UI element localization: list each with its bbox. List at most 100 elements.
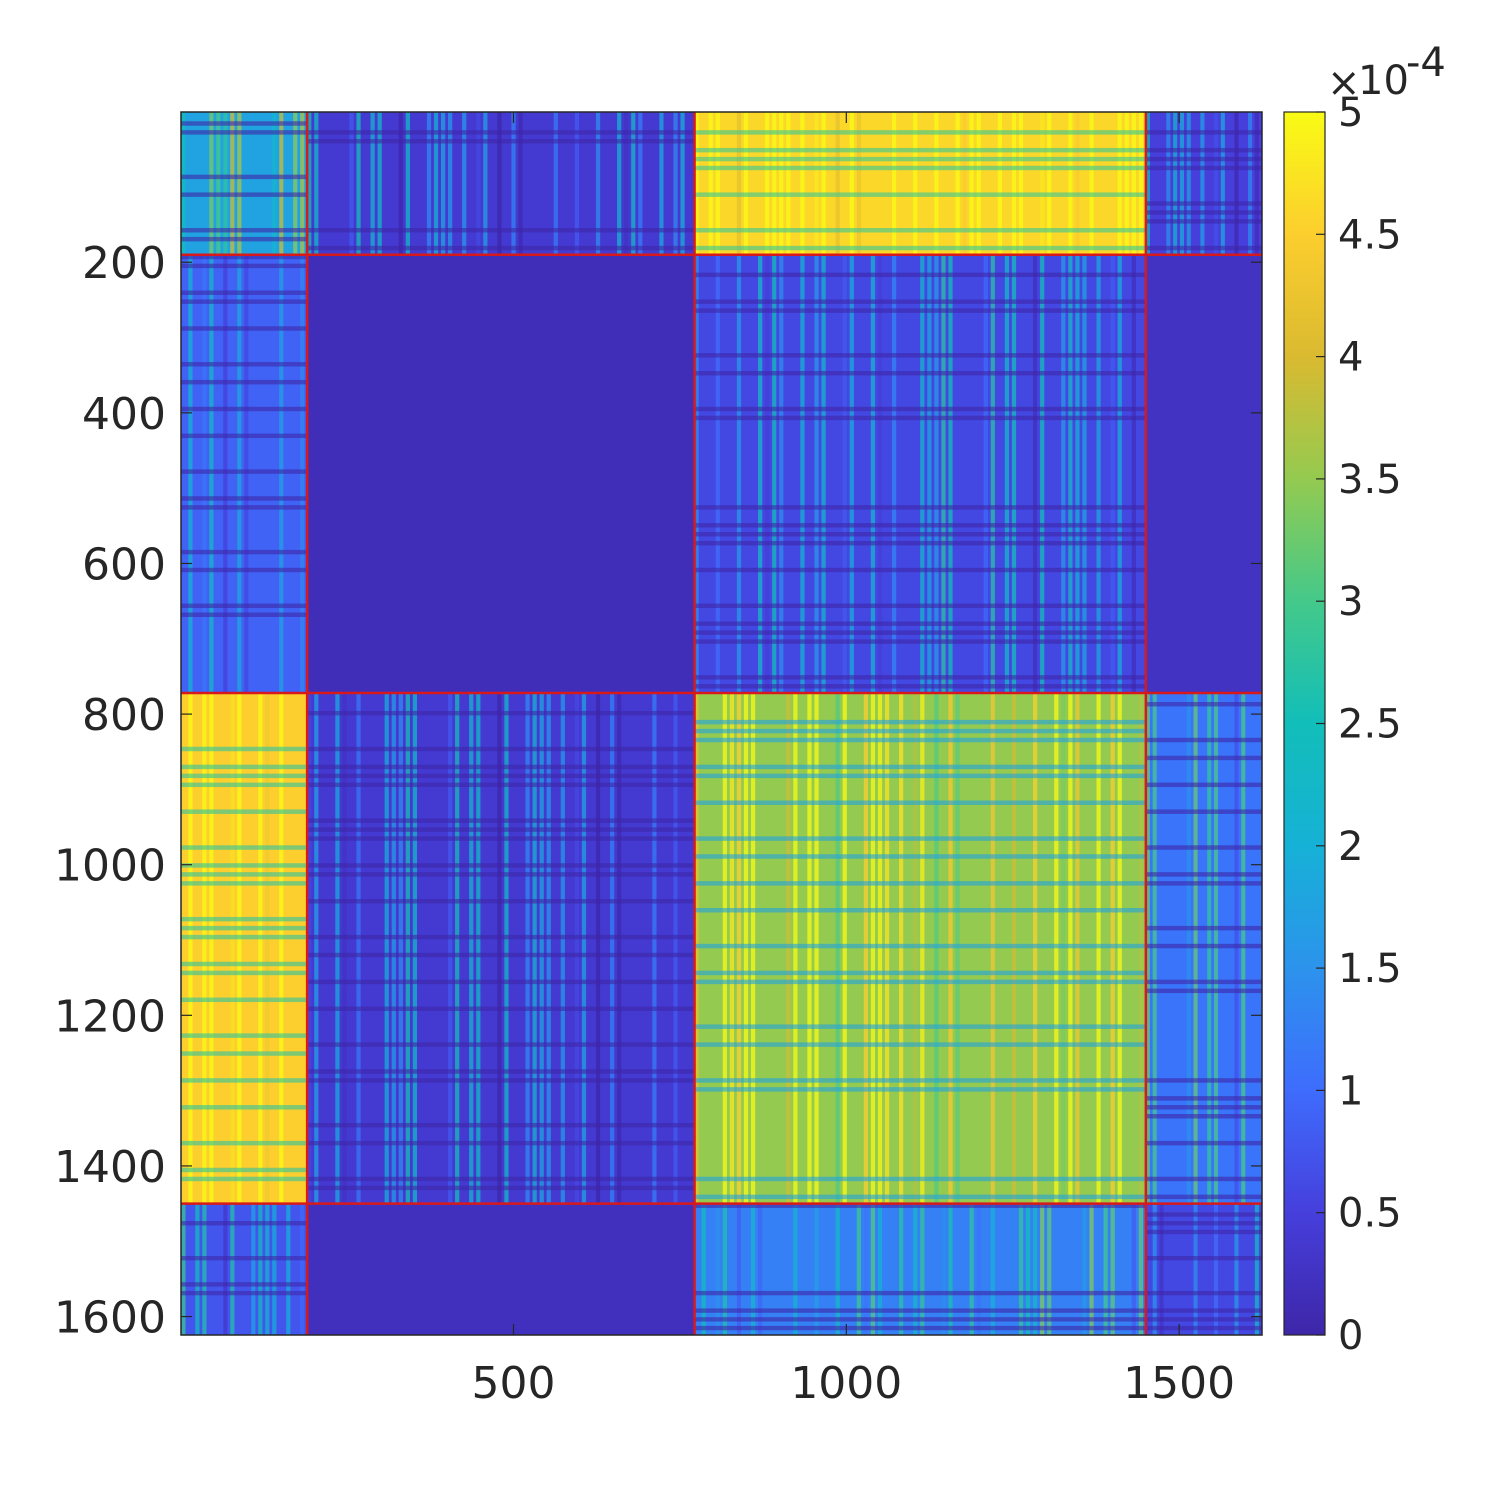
heatmap-stripe [694, 1325, 1146, 1331]
heatmap-stripe [617, 112, 622, 255]
heatmap-stripe [181, 299, 308, 304]
heatmap-stripe [1103, 1203, 1108, 1335]
heatmap-stripe [307, 228, 695, 233]
heatmap-stripe [814, 693, 819, 1204]
colorbar-tick-label: 0.5 [1338, 1191, 1402, 1237]
heatmap-stripe [1004, 254, 1010, 694]
heatmap-stripe [181, 1105, 308, 1110]
heatmap-stripe [181, 1176, 308, 1182]
heatmap-stripe [835, 112, 840, 255]
heatmap-stripe [694, 1087, 1146, 1092]
heatmap-stripe [1025, 1203, 1031, 1335]
heatmap-stripe [181, 469, 308, 474]
heatmap-stripe [807, 693, 812, 1204]
heatmap-stripe [181, 549, 308, 555]
heatmap-stripe [1061, 693, 1066, 1204]
heatmap-stripe [793, 1203, 798, 1335]
heatmap-stripe [1152, 1203, 1157, 1335]
heatmap-stripe [412, 693, 418, 1204]
heatmap-stripe [694, 773, 1146, 779]
heatmap-stripe [209, 693, 214, 1204]
heatmap-stripe [694, 254, 699, 694]
heatmap-stripe [849, 254, 854, 694]
heatmap-stripe [1145, 1229, 1262, 1235]
heatmap-stripe [181, 1282, 308, 1287]
heatmap-stripe [1047, 112, 1052, 255]
heatmap-stripe [743, 112, 749, 255]
heatmap-stripe [1138, 112, 1144, 255]
heatmap-stripe [1040, 254, 1045, 694]
heatmap-stripe [870, 254, 876, 694]
heatmap-stripe [181, 773, 308, 779]
heatmap-stripe [307, 863, 695, 868]
heatmap-stripe [990, 693, 995, 1204]
heatmap-stripe [694, 603, 1146, 609]
heatmap-stripe [462, 112, 467, 255]
heatmap-stripe [181, 916, 308, 922]
heatmap-stripe [307, 934, 695, 940]
heatmap-stripe [877, 1203, 883, 1335]
heatmap-stripe [1124, 112, 1129, 255]
heatmap-stripe [307, 746, 695, 752]
heatmap-stripe [181, 1033, 308, 1038]
heatmap-stripe [1145, 943, 1262, 949]
heatmap-stripe [976, 112, 981, 255]
heatmap-stripe [1011, 693, 1017, 1204]
colorbar-tick-label: 4 [1338, 335, 1363, 381]
heatmap-stripe [870, 693, 876, 1204]
heatmap-stripe [948, 693, 953, 1204]
heatmap-stripe [553, 112, 558, 255]
heatmap-stripe [1075, 693, 1080, 1204]
heatmap-stripe [181, 254, 308, 260]
heatmap-stripe [1089, 1203, 1094, 1335]
y-tick-label: 200 [82, 238, 166, 289]
heatmap-stripe [694, 406, 1146, 412]
heatmap-stripe [884, 693, 890, 1204]
heatmap-stripe [251, 1203, 256, 1335]
heatmap-stripe [307, 693, 312, 1204]
heatmap-stripe [181, 603, 308, 609]
heatmap-stripe [835, 1203, 840, 1335]
colorbar: 0 0.5 1 1.5 2 2.5 3 3.5 4 4.5 5 × 10 -4 [1283, 40, 1446, 1359]
heatmap-stripe [258, 1203, 263, 1335]
heatmap-stripe [1011, 254, 1017, 694]
heatmap-stripe [265, 1203, 270, 1335]
heatmap-stripe [694, 1078, 1146, 1083]
heatmap-stripe [181, 1078, 308, 1083]
heatmap-stripe [511, 112, 516, 255]
heatmap-stripe [1040, 1203, 1045, 1335]
heatmap-stripe [814, 254, 819, 694]
heatmap-stripe [750, 1203, 756, 1335]
colorbar-tick-label: 2 [1338, 824, 1363, 870]
heatmap-stripe [1213, 1203, 1219, 1335]
y-tick-label: 600 [82, 539, 166, 590]
heatmap-stripe [181, 567, 308, 573]
heatmap-stripe [384, 693, 389, 1204]
heatmap-stripe [1054, 693, 1059, 1204]
heatmap-stripe [532, 693, 537, 1204]
heatmap-stripe [181, 925, 308, 931]
heatmap-block [181, 693, 308, 1204]
heatmap-stripe [701, 1203, 706, 1335]
x-tick-label: 1500 [1123, 1358, 1235, 1409]
heatmap-stripe [1200, 112, 1205, 255]
heatmap-stripe [405, 693, 410, 1204]
heatmap-stripe [307, 827, 695, 832]
heatmap-stripe [1145, 1114, 1262, 1119]
heatmap-stripe [694, 719, 1146, 725]
heatmap-stripe [1248, 112, 1253, 255]
heatmap-stripe [1018, 112, 1024, 255]
heatmap-stripe [694, 540, 1146, 546]
heatmap-stripe [694, 836, 1146, 841]
heatmap-stripe [1145, 1308, 1262, 1313]
heatmap-stripe [181, 1203, 186, 1335]
heatmap-stripe [1145, 1096, 1262, 1101]
colorbar-tick-label: 0 [1338, 1313, 1363, 1359]
heatmap-stripe [307, 1078, 695, 1083]
heatmap-stripe [694, 630, 1146, 635]
block-boundaries [181, 112, 1262, 1335]
heatmap-stripe [1220, 112, 1225, 255]
heatmap-stripe [181, 496, 308, 501]
heatmap-stripe [307, 245, 695, 251]
heatmap-stripe [948, 1203, 953, 1335]
